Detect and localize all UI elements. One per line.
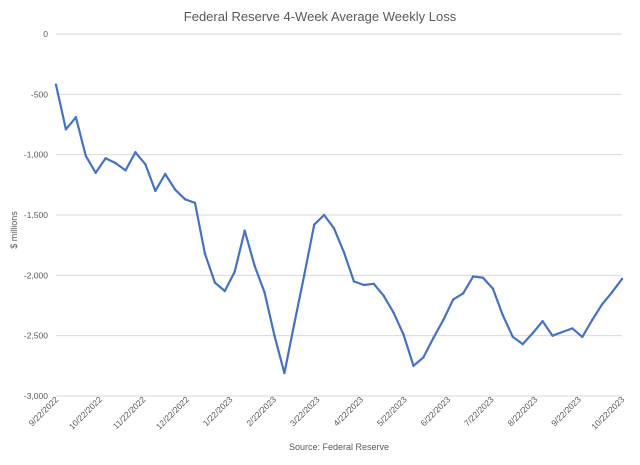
data-point bbox=[432, 337, 434, 339]
data-point bbox=[462, 292, 464, 294]
data-point bbox=[392, 312, 394, 314]
data-point bbox=[85, 155, 87, 157]
data-point bbox=[234, 271, 236, 273]
data-point bbox=[144, 163, 146, 165]
data-point bbox=[134, 151, 136, 153]
data-point bbox=[561, 331, 563, 333]
data-point bbox=[343, 251, 345, 253]
data-point bbox=[293, 322, 295, 324]
y-tick-label: -500 bbox=[31, 89, 48, 99]
x-tick-label: 3/22/2023 bbox=[288, 394, 322, 428]
y-tick-label: 0 bbox=[43, 29, 48, 39]
data-point bbox=[412, 365, 414, 367]
data-point bbox=[104, 157, 106, 159]
data-point bbox=[422, 356, 424, 358]
data-point bbox=[402, 333, 404, 335]
x-tick-label: 2/22/2023 bbox=[244, 394, 278, 428]
chart-title: Federal Reserve 4-Week Average Weekly Lo… bbox=[184, 9, 457, 24]
data-point bbox=[522, 343, 524, 345]
data-point bbox=[184, 198, 186, 200]
data-point bbox=[472, 275, 474, 277]
data-point bbox=[531, 332, 533, 334]
data-point bbox=[313, 223, 315, 225]
data-point bbox=[65, 128, 67, 130]
x-tick-label: 12/22/2022 bbox=[154, 394, 191, 431]
data-point bbox=[373, 283, 375, 285]
x-tick-label: 5/22/2023 bbox=[375, 394, 409, 428]
data-point bbox=[204, 252, 206, 254]
data-point bbox=[273, 334, 275, 336]
data-point bbox=[492, 287, 494, 289]
data-point bbox=[323, 214, 325, 216]
data-point bbox=[611, 291, 613, 293]
data-point bbox=[263, 291, 265, 293]
y-tick-label: -3,000 bbox=[24, 391, 48, 401]
data-point bbox=[551, 334, 553, 336]
x-tick-label: 10/22/2022 bbox=[67, 394, 104, 431]
data-point bbox=[224, 290, 226, 292]
data-point bbox=[382, 295, 384, 297]
data-point bbox=[512, 336, 514, 338]
x-tick-label: 4/22/2023 bbox=[331, 394, 365, 428]
data-point bbox=[581, 336, 583, 338]
data-point bbox=[353, 280, 355, 282]
data-point bbox=[482, 277, 484, 279]
data-point bbox=[442, 319, 444, 321]
data-point bbox=[621, 278, 623, 280]
x-tick-label: 8/22/2023 bbox=[506, 394, 540, 428]
data-point bbox=[194, 202, 196, 204]
data-point bbox=[253, 264, 255, 266]
series-layer bbox=[55, 83, 623, 374]
data-point bbox=[154, 190, 156, 192]
data-point bbox=[502, 314, 504, 316]
gridlines bbox=[56, 34, 622, 396]
x-tick-label: 6/22/2023 bbox=[418, 394, 452, 428]
data-point bbox=[303, 274, 305, 276]
data-point bbox=[541, 320, 543, 322]
data-point bbox=[55, 83, 57, 85]
data-point bbox=[452, 298, 454, 300]
y-axis-label: $ millions bbox=[9, 211, 19, 249]
y-axis-tick-labels: 0 -500 -1,000 -1,500 -2,000 -2,500 -3,000 bbox=[24, 29, 48, 401]
x-tick-label: 10/22/2023 bbox=[589, 394, 626, 431]
data-point bbox=[114, 162, 116, 164]
data-point bbox=[571, 327, 573, 329]
data-point bbox=[283, 372, 285, 374]
x-tick-label: 11/22/2022 bbox=[111, 394, 148, 431]
x-axis-tick-labels: 9/22/2022 10/22/2022 11/22/2022 12/22/2022 1… bbox=[27, 394, 627, 431]
data-point bbox=[174, 188, 176, 190]
x-tick-label: 1/22/2023 bbox=[201, 394, 235, 428]
y-tick-label: -1,500 bbox=[24, 210, 48, 220]
data-point bbox=[363, 284, 365, 286]
series-line bbox=[56, 85, 622, 373]
data-point bbox=[333, 227, 335, 229]
source-note: Source: Federal Reserve bbox=[289, 442, 389, 452]
data-point bbox=[95, 172, 97, 174]
x-tick-label: 9/22/2023 bbox=[549, 394, 583, 428]
data-point bbox=[591, 319, 593, 321]
data-point bbox=[601, 303, 603, 305]
y-tick-label: -1,000 bbox=[24, 150, 48, 160]
y-tick-label: -2,500 bbox=[24, 331, 48, 341]
x-tick-label: 7/22/2023 bbox=[462, 394, 496, 428]
data-point bbox=[243, 229, 245, 231]
data-point bbox=[124, 169, 126, 171]
data-point bbox=[164, 173, 166, 175]
data-point bbox=[75, 116, 77, 118]
y-tick-label: -2,000 bbox=[24, 270, 48, 280]
data-point bbox=[214, 281, 216, 283]
